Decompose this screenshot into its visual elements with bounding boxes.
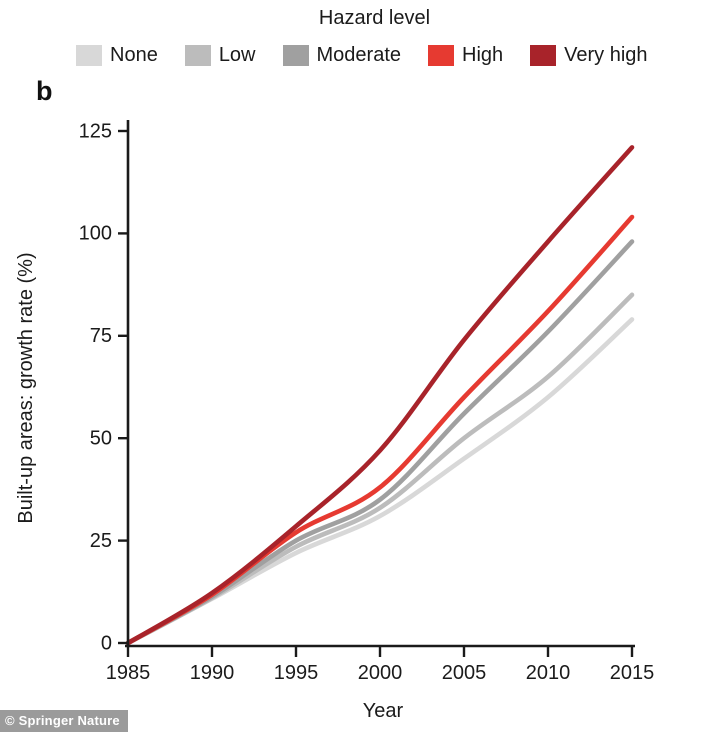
legend-item-none: None — [76, 44, 158, 67]
none-swatch — [76, 45, 102, 66]
x-tick-label-1990: 1990 — [190, 662, 235, 684]
y-tick-label-0: 0 — [101, 632, 112, 654]
x-axis-title: Year — [363, 700, 404, 722]
low-label: Low — [218, 44, 256, 66]
y-tick-label-50: 50 — [90, 427, 112, 449]
moderate-swatch — [282, 45, 309, 66]
x-tick-label-1995: 1995 — [274, 662, 319, 684]
none-label: None — [110, 44, 158, 66]
y-axis-title: Built-up areas: growth rate (%) — [15, 252, 37, 523]
line-high — [125, 214, 635, 646]
x-tick-label-2000: 2000 — [358, 662, 403, 684]
very-high-label: Very high — [564, 44, 648, 66]
x-tick-label-2015: 2015 — [610, 662, 655, 684]
moderate-label: Moderate — [316, 44, 402, 66]
high-swatch — [428, 45, 455, 66]
line-very-high — [125, 145, 635, 646]
legend-title: Hazard level — [318, 7, 431, 29]
legend: None Low Moderate High Very high — [76, 44, 648, 67]
y-tick-label-25: 25 — [90, 530, 112, 552]
legend-item-very-high: Very high — [530, 44, 648, 67]
y-tick-label-125: 125 — [79, 120, 112, 142]
legend-item-low: Low — [184, 44, 256, 67]
y-tick-label-100: 100 — [79, 223, 112, 245]
springer-nature-watermark: © Springer Nature — [0, 710, 128, 732]
very-high-swatch — [530, 45, 557, 66]
x-tick-label-1985: 1985 — [106, 662, 151, 684]
y-tick-label-75: 75 — [90, 325, 112, 347]
high-label: High — [462, 44, 504, 66]
panel-label: b — [36, 76, 53, 106]
legend-item-moderate: Moderate — [282, 44, 402, 67]
low-swatch — [184, 45, 211, 66]
legend-item-high: High — [428, 44, 503, 67]
x-tick-label-2005: 2005 — [442, 662, 487, 684]
line-low — [125, 292, 635, 646]
x-tick-label-2010: 2010 — [526, 662, 571, 684]
